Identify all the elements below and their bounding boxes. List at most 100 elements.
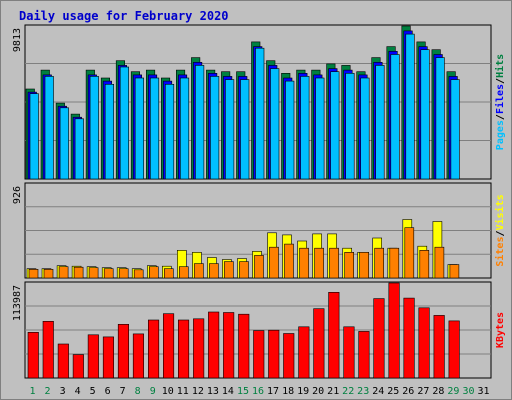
bar-sites-day-22 [344,252,355,279]
bar-pages-day-24 [375,65,385,180]
bar-sites-day-1 [28,268,39,279]
bar-kbytes-day-10 [163,313,175,379]
x-tick-label-day-12: 12 [192,386,204,397]
legend-files: Files [494,84,506,114]
bar-sites-day-29 [449,264,460,279]
x-tick-label-day-17: 17 [267,386,279,397]
bar-sites-day-24 [374,247,385,279]
legend-kbytes: KBytes [495,312,506,348]
bar-kbytes-day-23 [358,331,370,379]
bar-kbytes-day-17 [268,329,280,379]
x-tick-label-day-23: 23 [357,386,369,397]
bar-sites-day-25 [389,247,400,279]
bar-kbytes-day-18 [283,333,295,379]
legend-separator: / [495,78,506,84]
x-tick-label-day-20: 20 [312,386,324,397]
bar-pages-day-14 [225,79,235,180]
bar-sites-day-9 [149,266,159,279]
x-tick-label-day-8: 8 [135,386,141,397]
x-tick-label-day-10: 10 [162,386,174,397]
bar-pages-day-4 [74,118,84,180]
bar-sites-day-19 [299,247,309,279]
bar-sites-day-10 [164,268,174,279]
x-tick-label-day-26: 26 [402,386,414,397]
panel-middle-ymax-label: 926 [12,186,23,204]
bar-sites-day-20 [314,247,324,279]
legend-pages: Pages [495,120,506,150]
bar-sites-day-23 [359,252,370,279]
bar-pages-day-12 [195,65,205,180]
x-tick-label-day-9: 9 [150,386,156,397]
x-tick-label-day-15: 15 [237,386,249,397]
bar-pages-day-20 [315,77,325,180]
bar-pages-day-6 [104,84,114,180]
chart-title: Daily usage for February 2020 [19,9,229,23]
bar-pages-day-16 [255,47,265,180]
bar-pages-day-3 [59,107,69,180]
panel-bottom-legend: KBytes [495,312,506,348]
bar-sites-day-6 [103,268,114,279]
x-tick-label-day-1: 1 [29,386,35,397]
bar-pages-day-5 [89,76,99,180]
x-tick-label-day-30: 30 [462,386,474,397]
x-tick-label-day-24: 24 [372,386,384,397]
bar-kbytes-day-6 [102,336,114,379]
x-tick-label-day-2: 2 [44,386,50,397]
bar-sites-day-14 [224,261,234,279]
x-tick-label-day-25: 25 [387,386,399,397]
x-tick-label-day-11: 11 [177,386,189,397]
bar-pages-day-22 [345,73,355,180]
x-tick-label-day-16: 16 [252,386,264,397]
bar-pages-day-2 [44,76,54,180]
bar-sites-day-5 [88,267,99,279]
bar-kbytes-day-9 [148,319,160,379]
bar-sites-day-4 [73,266,84,279]
bar-kbytes-day-15 [238,313,250,379]
bar-pages-day-9 [150,77,160,180]
bar-sites-day-18 [284,243,294,279]
bar-kbytes-day-26 [403,297,415,379]
bar-kbytes-day-11 [178,319,190,379]
bar-kbytes-day-5 [87,334,99,379]
bar-kbytes-day-21 [328,291,340,379]
bar-pages-day-17 [270,68,280,180]
panel-bottom-ymax-label: 113987 [12,285,23,321]
x-tick-label-day-28: 28 [432,386,444,397]
legend-hits: Hits [494,54,506,78]
bar-kbytes-day-2 [42,320,54,379]
bar-sites-day-21 [329,247,339,279]
x-tick-label-day-5: 5 [90,386,96,397]
bar-sites-day-12 [194,263,204,279]
bar-kbytes-day-24 [373,298,385,379]
bar-kbytes-day-14 [223,312,235,379]
panel-middle-legend: Sites/Visits [494,194,506,266]
x-tick-label-day-3: 3 [60,386,66,397]
bar-kbytes-day-27 [418,307,430,379]
bar-sites-day-26 [404,227,415,279]
x-tick-label-day-19: 19 [297,386,309,397]
bar-sites-day-13 [209,263,219,279]
bar-pages-day-28 [435,57,445,180]
bar-kbytes-day-1 [27,331,39,379]
bar-pages-day-11 [180,77,190,180]
bar-kbytes-day-4 [72,354,84,379]
bar-kbytes-day-3 [57,343,69,379]
bar-sites-day-27 [419,250,430,279]
bar-pages-day-18 [285,80,295,180]
bar-kbytes-day-25 [388,282,400,379]
bar-pages-day-19 [300,76,310,180]
bar-sites-day-16 [254,255,264,279]
bar-pages-day-7 [119,66,129,180]
bar-pages-day-10 [165,84,175,180]
bar-pages-day-27 [420,49,430,180]
legend-separator: / [495,114,506,120]
bar-pages-day-29 [450,79,460,180]
bar-pages-day-15 [240,79,250,180]
bar-kbytes-day-22 [343,326,355,379]
bar-pages-day-26 [405,33,415,180]
x-tick-label-day-22: 22 [342,386,354,397]
bar-pages-day-21 [330,71,340,180]
bar-sites-day-17 [269,246,279,279]
x-tick-label-day-4: 4 [75,386,81,397]
